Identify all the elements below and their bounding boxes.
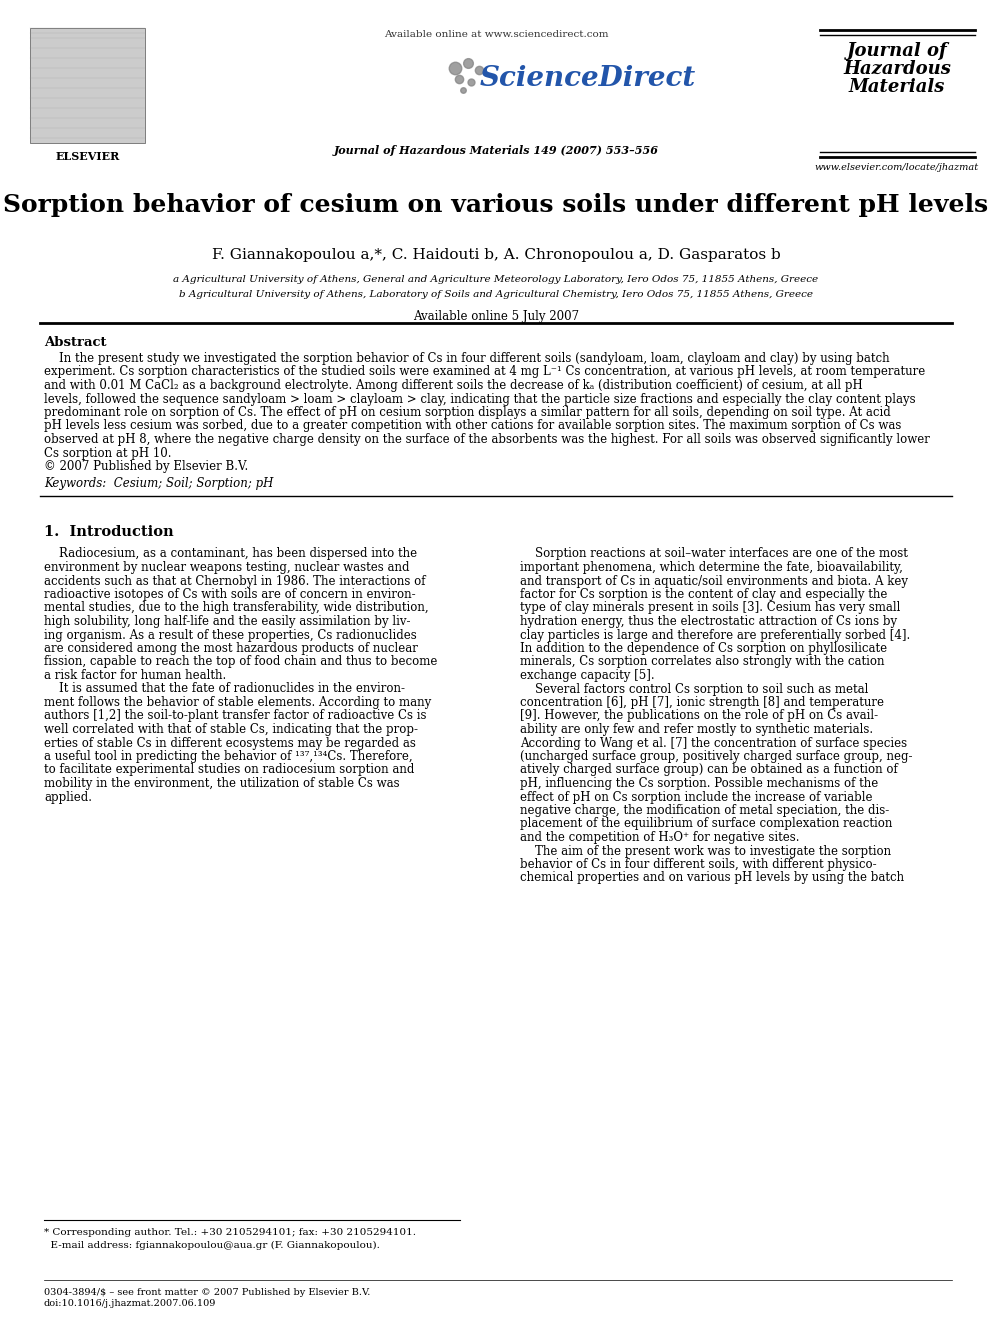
Text: In addition to the dependence of Cs sorption on phyllosilicate: In addition to the dependence of Cs sorp… (520, 642, 887, 655)
Text: It is assumed that the fate of radionuclides in the environ-: It is assumed that the fate of radionucl… (44, 683, 405, 696)
Text: type of clay minerals present in soils [3]. Cesium has very small: type of clay minerals present in soils [… (520, 602, 901, 614)
Text: 0304-3894/$ – see front matter © 2007 Published by Elsevier B.V.: 0304-3894/$ – see front matter © 2007 Pu… (44, 1289, 370, 1297)
Text: clay particles is large and therefore are preferentially sorbed [4].: clay particles is large and therefore ar… (520, 628, 911, 642)
Text: behavior of Cs in four different soils, with different physico-: behavior of Cs in four different soils, … (520, 859, 877, 871)
Text: pH levels less cesium was sorbed, due to a greater competition with other cation: pH levels less cesium was sorbed, due to… (44, 419, 902, 433)
Text: chemical properties and on various pH levels by using the batch: chemical properties and on various pH le… (520, 872, 904, 885)
Text: In the present study we investigated the sorption behavior of Cs in four differe: In the present study we investigated the… (44, 352, 890, 365)
Text: high solubility, long half-life and the easily assimilation by liv-: high solubility, long half-life and the … (44, 615, 411, 628)
Text: Journal of: Journal of (846, 42, 947, 60)
Text: According to Wang et al. [7] the concentration of surface species: According to Wang et al. [7] the concent… (520, 737, 907, 750)
Text: predominant role on sorption of Cs. The effect of pH on cesium sorption displays: predominant role on sorption of Cs. The … (44, 406, 891, 419)
Text: minerals, Cs sorption correlates also strongly with the cation: minerals, Cs sorption correlates also st… (520, 655, 885, 668)
Text: ELSEVIER: ELSEVIER (56, 151, 120, 161)
Text: (uncharged surface group, positively charged surface group, neg-: (uncharged surface group, positively cha… (520, 750, 913, 763)
Text: pH, influencing the Cs sorption. Possible mechanisms of the: pH, influencing the Cs sorption. Possibl… (520, 777, 878, 790)
Text: hydration energy, thus the electrostatic attraction of Cs ions by: hydration energy, thus the electrostatic… (520, 615, 897, 628)
Text: doi:10.1016/j.jhazmat.2007.06.109: doi:10.1016/j.jhazmat.2007.06.109 (44, 1299, 216, 1308)
Text: a risk factor for human health.: a risk factor for human health. (44, 669, 226, 681)
Text: factor for Cs sorption is the content of clay and especially the: factor for Cs sorption is the content of… (520, 587, 888, 601)
Text: levels, followed the sequence sandyloam > loam > clayloam > clay, indicating tha: levels, followed the sequence sandyloam … (44, 393, 916, 406)
Text: Abstract: Abstract (44, 336, 106, 349)
Text: b Agricultural University of Athens, Laboratory of Soils and Agricultural Chemis: b Agricultural University of Athens, Lab… (179, 290, 813, 299)
Text: Available online at www.sciencedirect.com: Available online at www.sciencedirect.co… (384, 30, 608, 38)
Text: and the competition of H₃O⁺ for negative sites.: and the competition of H₃O⁺ for negative… (520, 831, 800, 844)
Text: ment follows the behavior of stable elements. According to many: ment follows the behavior of stable elem… (44, 696, 432, 709)
Text: © 2007 Published by Elsevier B.V.: © 2007 Published by Elsevier B.V. (44, 460, 248, 474)
Text: ScienceDirect: ScienceDirect (480, 65, 696, 93)
Text: Keywords:  Cesium; Soil; Sorption; pH: Keywords: Cesium; Soil; Sorption; pH (44, 478, 274, 491)
Text: radioactive isotopes of Cs with soils are of concern in environ-: radioactive isotopes of Cs with soils ar… (44, 587, 416, 601)
Text: Journal of Hazardous Materials 149 (2007) 553–556: Journal of Hazardous Materials 149 (2007… (333, 146, 659, 156)
Text: and with 0.01 M CaCl₂ as a background electrolyte. Among different soils the dec: and with 0.01 M CaCl₂ as a background el… (44, 378, 863, 392)
Text: Sorption reactions at soil–water interfaces are one of the most: Sorption reactions at soil–water interfa… (520, 548, 908, 561)
Text: erties of stable Cs in different ecosystems may be regarded as: erties of stable Cs in different ecosyst… (44, 737, 416, 750)
Text: a useful tool in predicting the behavior of ¹³⁷,¹³⁴Cs. Therefore,: a useful tool in predicting the behavior… (44, 750, 413, 763)
Text: authors [1,2] the soil-to-plant transfer factor of radioactive Cs is: authors [1,2] the soil-to-plant transfer… (44, 709, 427, 722)
Text: mental studies, due to the high transferability, wide distribution,: mental studies, due to the high transfer… (44, 602, 429, 614)
Text: well correlated with that of stable Cs, indicating that the prop-: well correlated with that of stable Cs, … (44, 722, 418, 736)
Text: * Corresponding author. Tel.: +30 2105294101; fax: +30 2105294101.: * Corresponding author. Tel.: +30 210529… (44, 1228, 416, 1237)
Text: atively charged surface group) can be obtained as a function of: atively charged surface group) can be ob… (520, 763, 898, 777)
Text: [9]. However, the publications on the role of pH on Cs avail-: [9]. However, the publications on the ro… (520, 709, 878, 722)
Text: placement of the equilibrium of surface complexation reaction: placement of the equilibrium of surface … (520, 818, 893, 831)
Bar (30, 28, 145, 143)
Text: important phenomena, which determine the fate, bioavailability,: important phenomena, which determine the… (520, 561, 903, 574)
Text: accidents such as that at Chernobyl in 1986. The interactions of: accidents such as that at Chernobyl in 1… (44, 574, 426, 587)
Text: exchange capacity [5].: exchange capacity [5]. (520, 669, 655, 681)
Text: are considered among the most hazardous products of nuclear: are considered among the most hazardous … (44, 642, 418, 655)
Text: a Agricultural University of Athens, General and Agriculture Meteorology Laborat: a Agricultural University of Athens, Gen… (174, 275, 818, 284)
Text: fission, capable to reach the top of food chain and thus to become: fission, capable to reach the top of foo… (44, 655, 437, 668)
Text: and transport of Cs in aquatic/soil environments and biota. A key: and transport of Cs in aquatic/soil envi… (520, 574, 908, 587)
Text: Cs sorption at pH 10.: Cs sorption at pH 10. (44, 446, 172, 459)
Text: ing organism. As a result of these properties, Cs radionuclides: ing organism. As a result of these prope… (44, 628, 417, 642)
Text: Sorption behavior of cesium on various soils under different pH levels: Sorption behavior of cesium on various s… (3, 193, 989, 217)
Text: concentration [6], pH [7], ionic strength [8] and temperature: concentration [6], pH [7], ionic strengt… (520, 696, 884, 709)
Text: www.elsevier.com/locate/jhazmat: www.elsevier.com/locate/jhazmat (815, 163, 979, 172)
Text: Hazardous: Hazardous (843, 60, 951, 78)
Text: Several factors control Cs sorption to soil such as metal: Several factors control Cs sorption to s… (520, 683, 868, 696)
Text: environment by nuclear weapons testing, nuclear wastes and: environment by nuclear weapons testing, … (44, 561, 410, 574)
Text: ability are only few and refer mostly to synthetic materials.: ability are only few and refer mostly to… (520, 722, 873, 736)
Text: Materials: Materials (849, 78, 945, 97)
Text: The aim of the present work was to investigate the sorption: The aim of the present work was to inves… (520, 844, 891, 857)
Text: experiment. Cs sorption characteristics of the studied soils were examined at 4 : experiment. Cs sorption characteristics … (44, 365, 926, 378)
Text: 1.  Introduction: 1. Introduction (44, 525, 174, 540)
Text: effect of pH on Cs sorption include the increase of variable: effect of pH on Cs sorption include the … (520, 791, 873, 803)
Text: mobility in the environment, the utilization of stable Cs was: mobility in the environment, the utiliza… (44, 777, 400, 790)
Text: F. Giannakopoulou a,*, C. Haidouti b, A. Chronopoulou a, D. Gasparatos b: F. Giannakopoulou a,*, C. Haidouti b, A.… (211, 247, 781, 262)
Text: to facilitate experimental studies on radiocesium sorption and: to facilitate experimental studies on ra… (44, 763, 415, 777)
Text: E-mail address: fgiannakopoulou@aua.gr (F. Giannakopoulou).: E-mail address: fgiannakopoulou@aua.gr (… (44, 1241, 380, 1250)
Text: observed at pH 8, where the negative charge density on the surface of the absorb: observed at pH 8, where the negative cha… (44, 433, 930, 446)
Text: negative charge, the modification of metal speciation, the dis-: negative charge, the modification of met… (520, 804, 889, 818)
Text: applied.: applied. (44, 791, 92, 803)
Text: Available online 5 July 2007: Available online 5 July 2007 (413, 310, 579, 323)
Text: Radiocesium, as a contaminant, has been dispersed into the: Radiocesium, as a contaminant, has been … (44, 548, 417, 561)
